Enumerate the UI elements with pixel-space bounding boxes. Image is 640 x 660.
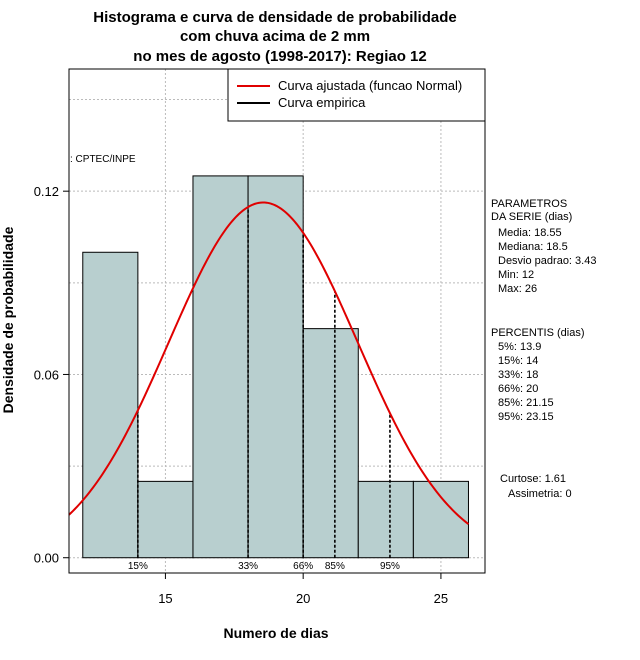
histogram-bar [192, 175, 249, 559]
param-mediana: Mediana: 18.5 [498, 241, 568, 253]
histogram-bars [82, 175, 469, 559]
x-tick-label: 20 [296, 591, 310, 606]
y-axis-title: Densidade de probabilidade [0, 226, 16, 413]
percentil-33: 33%: 18 [498, 369, 538, 381]
histogram-bar [247, 175, 304, 559]
normal-curve-path [68, 201, 470, 525]
percentile-lines: 15% 33% 66% 85% 95% [128, 206, 400, 572]
param-media: Media: 18.55 [498, 227, 562, 239]
param-min: Min: 12 [498, 269, 534, 281]
x-axis-title: Numero de dias [223, 625, 328, 641]
normal-curve [68, 201, 470, 525]
side-panel: PARAMETROS DA SERIE (dias) Media: 18.55 … [491, 198, 596, 500]
y-tick-label: 0.12 [34, 184, 59, 199]
x-tick-label: 15 [158, 591, 172, 606]
histogram-bar [302, 328, 359, 559]
param-max: Max: 26 [498, 283, 537, 295]
param-desvio: Desvio padrao: 3.43 [498, 255, 596, 267]
params-title-line-2: DA SERIE (dias) [491, 211, 572, 223]
x-axis: 15 20 25 [158, 573, 448, 606]
histogram-bar [412, 480, 469, 559]
legend-label-fitted: Curva ajustada (funcao Normal) [278, 78, 462, 93]
percentile-label: 15% [128, 561, 148, 572]
percentile-label: 85% [325, 561, 345, 572]
histogram-bar [137, 480, 194, 559]
percentil-5: 5%: 13.9 [498, 341, 541, 353]
percentil-15: 15%: 14 [498, 355, 538, 367]
percentil-85: 85%: 21.15 [498, 397, 554, 409]
percentis-title: PERCENTIS (dias) [491, 327, 585, 339]
percentile-label: 66% [293, 561, 313, 572]
y-tick-label: 0.00 [34, 551, 59, 566]
percentile-label: 33% [238, 561, 258, 572]
legend-label-empirical: Curva empirica [278, 95, 366, 110]
legend: Curva ajustada (funcao Normal) Curva emp… [227, 68, 486, 122]
histogram-bar [82, 251, 139, 559]
y-tick-label: 0.06 [34, 367, 59, 382]
percentile-label: 95% [380, 561, 400, 572]
stat-assimetria: Assimetria: 0 [508, 488, 572, 500]
chart-title-line-1: Histograma e curva de densidade de proba… [93, 9, 456, 26]
params-title-line-1: PARAMETROS [491, 198, 567, 210]
stat-curtose: Curtose: 1.61 [500, 473, 566, 485]
legend-box [227, 68, 486, 122]
histogram-bar [357, 480, 414, 559]
y-axis: 0.00 0.06 0.12 [34, 184, 69, 566]
percentil-66: 66%: 20 [498, 383, 538, 395]
percentil-95: 95%: 23.15 [498, 411, 554, 423]
chart-title-line-2: com chuva acima de 2 mm [180, 28, 370, 45]
source-label: : CPTEC/INPE [70, 154, 136, 165]
x-tick-label: 25 [434, 591, 448, 606]
chart-title-line-3: no mes de agosto (1998-2017): Regiao 12 [133, 48, 426, 65]
